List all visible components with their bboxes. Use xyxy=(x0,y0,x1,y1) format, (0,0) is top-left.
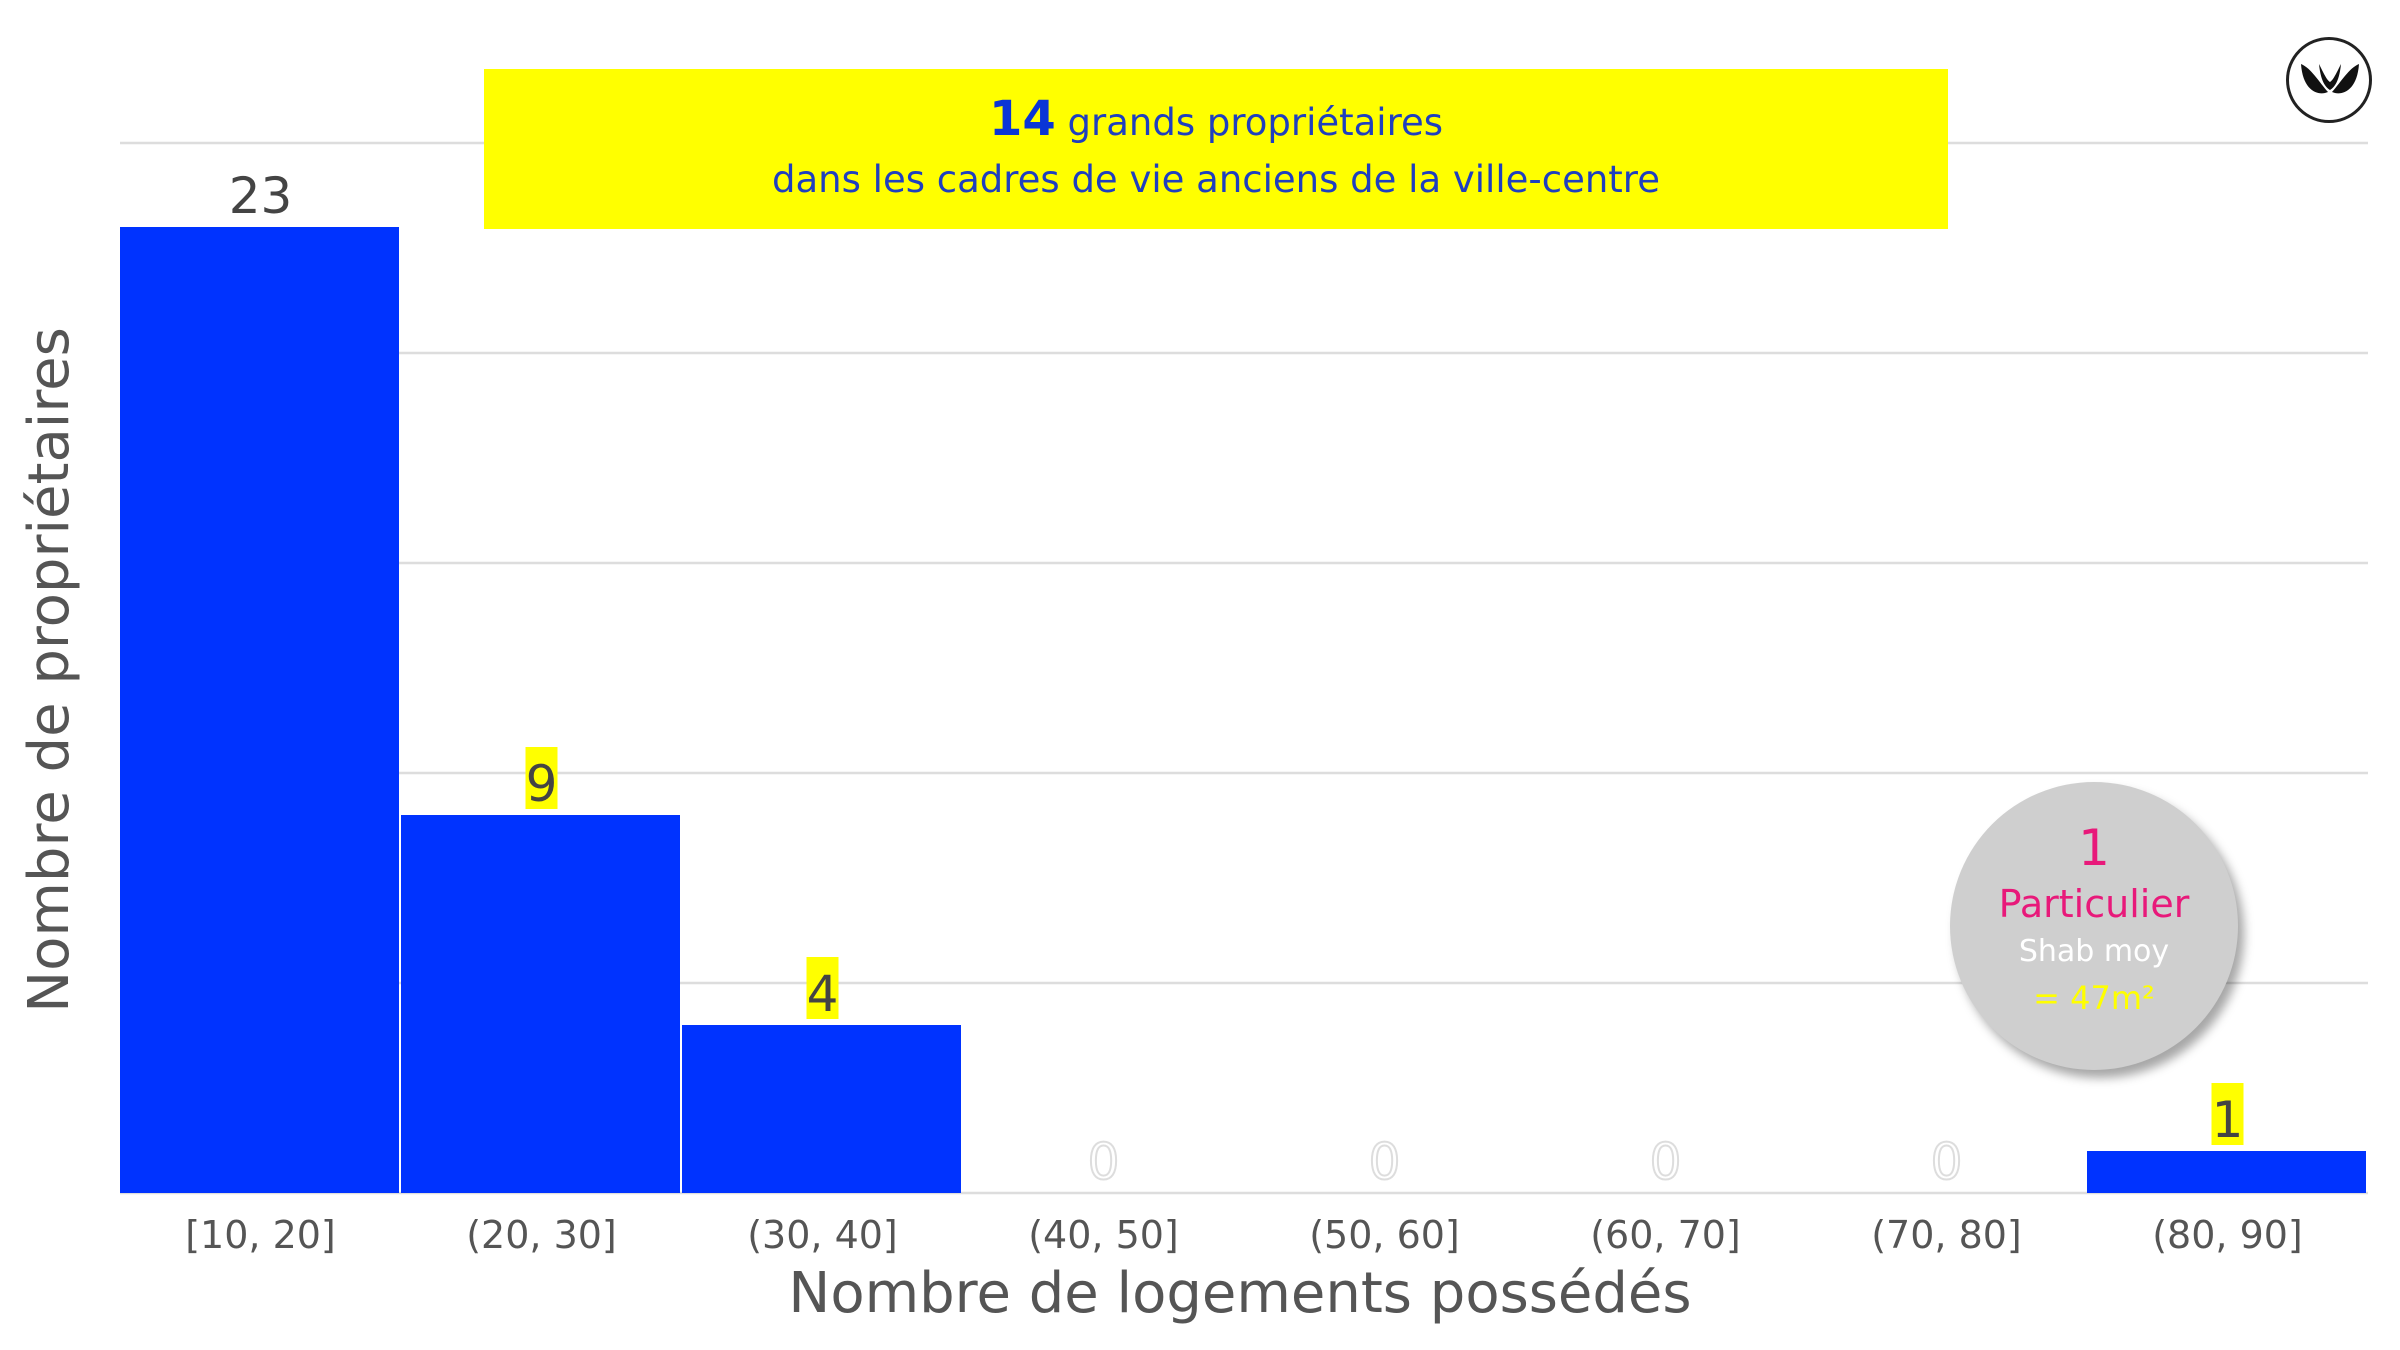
x-tick-label: (30, 40] xyxy=(747,1213,898,1257)
bar xyxy=(2087,1151,2366,1193)
y-axis-label: Nombre de propriétaires xyxy=(17,327,82,1013)
x-tick-labels: [10, 20] (20, 30] (30, 40] (40, 50] (50, 60]… xyxy=(185,1213,2303,1257)
value-label: 1 xyxy=(2212,1091,2244,1149)
value-labels: 23 9 4 0 0 0 0 1 xyxy=(229,167,2244,1192)
value-label: 4 xyxy=(807,965,839,1023)
value-label-highlight xyxy=(525,747,558,809)
banner-line-1-text: grands propriétaires xyxy=(1067,101,1444,144)
value-label-highlight xyxy=(2211,1083,2244,1145)
callout-type: Particulier xyxy=(1998,882,2190,926)
callout-metric: Shab moy xyxy=(2018,934,2170,969)
bars xyxy=(120,227,2366,1193)
two-leaves-logo-icon xyxy=(2286,37,2372,123)
banner-line-1: 14 grands propriétaires xyxy=(484,91,1948,151)
banner-line-2: dans les cadres de vie anciens de la vil… xyxy=(772,158,1660,201)
summary-banner: 14 grands propriétaires dans les cadres … xyxy=(484,69,1948,229)
value-label: 0 xyxy=(1931,1133,1963,1191)
x-tick-label: [10, 20] xyxy=(185,1213,336,1257)
callout-value: = 47m² xyxy=(2033,979,2155,1017)
x-tick-label: (80, 90] xyxy=(2152,1213,2303,1257)
value-label: 0 xyxy=(1088,1133,1120,1191)
bar xyxy=(682,1025,961,1193)
value-label: 9 xyxy=(526,755,558,813)
x-tick-label: (70, 80] xyxy=(1871,1213,2022,1257)
bar xyxy=(401,815,680,1193)
value-label: 23 xyxy=(229,167,293,225)
value-label-highlight xyxy=(806,957,839,1019)
x-tick-label: (20, 30] xyxy=(466,1213,617,1257)
value-label: 0 xyxy=(1650,1133,1682,1191)
x-tick-label: (50, 60] xyxy=(1309,1213,1460,1257)
callout-count: 1 xyxy=(2078,819,2110,877)
x-axis-label: Nombre de logements possédés xyxy=(788,1261,1691,1326)
x-tick-label: (60, 70] xyxy=(1590,1213,1741,1257)
callout-bubble: 1 Particulier Shab moy = 47m² xyxy=(1950,782,2238,1070)
value-label: 0 xyxy=(1369,1133,1401,1191)
banner-count: 14 xyxy=(988,91,1056,147)
bar xyxy=(120,227,399,1193)
x-tick-label: (40, 50] xyxy=(1028,1213,1179,1257)
